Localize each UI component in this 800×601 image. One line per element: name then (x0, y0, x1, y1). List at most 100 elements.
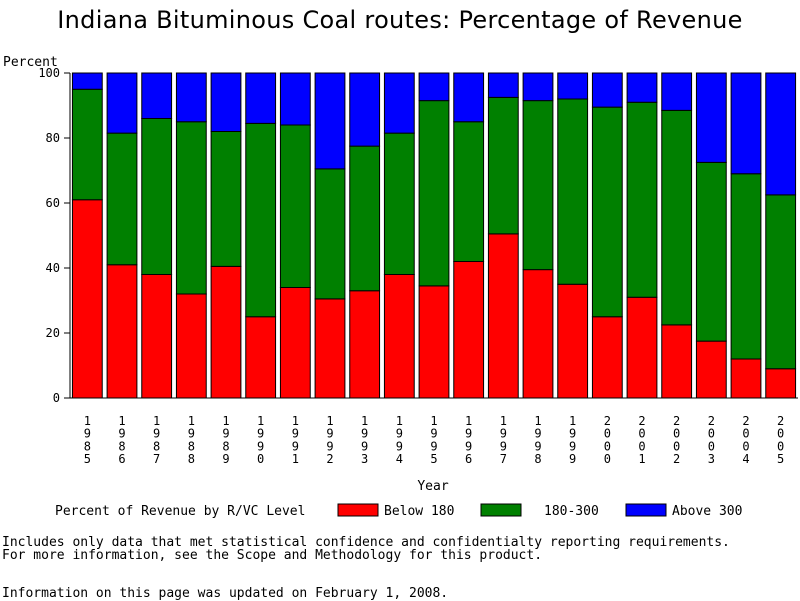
bar-1988-above-300 (175, 72, 207, 123)
svg-text:0: 0 (673, 427, 680, 441)
legend: Percent of Revenue by R/VC Level Below 1… (55, 503, 742, 519)
bar-1988-below-180 (175, 293, 207, 399)
svg-text:9: 9 (500, 427, 507, 441)
bar-2000-180-300 (591, 106, 623, 318)
svg-text:0: 0 (604, 452, 611, 466)
bar-2003-180-300 (695, 161, 727, 342)
svg-text:5: 5 (84, 452, 91, 466)
bar-1996-below-180 (453, 261, 485, 399)
svg-text:1: 1 (569, 414, 576, 428)
svg-text:5: 5 (430, 452, 437, 466)
legend-label: Below 180 (384, 504, 454, 519)
svg-text:0: 0 (257, 452, 264, 466)
svg-text:6: 6 (118, 452, 125, 466)
svg-text:2: 2 (777, 414, 784, 428)
bar-1994-180-300 (383, 132, 415, 275)
bar-1990-below-180 (245, 316, 277, 399)
bar-1998-180-300 (522, 100, 554, 271)
bar-1986-above-300 (106, 72, 138, 134)
bar-1986-180-300 (106, 132, 138, 266)
bar-1989-180-300 (210, 131, 242, 267)
bar-1996-180-300 (453, 121, 485, 262)
svg-text:4: 4 (396, 452, 403, 466)
svg-text:7: 7 (153, 452, 160, 466)
bar-2001-below-180 (626, 296, 658, 399)
bar-2005-below-180 (765, 368, 797, 399)
footnote-line-1: Includes only data that met statistical … (2, 535, 730, 550)
bar-2005-above-300 (765, 72, 797, 196)
svg-text:0: 0 (673, 439, 680, 453)
legend-label: 180-300 (544, 504, 599, 519)
bar-1997-below-180 (487, 233, 519, 399)
svg-text:0: 0 (708, 427, 715, 441)
svg-text:8: 8 (188, 439, 195, 453)
svg-text:0: 0 (742, 427, 749, 441)
svg-text:2: 2 (708, 414, 715, 428)
svg-text:3: 3 (708, 452, 715, 466)
svg-text:8: 8 (188, 452, 195, 466)
bar-2003-above-300 (695, 72, 727, 163)
svg-text:1: 1 (430, 414, 437, 428)
svg-text:0: 0 (777, 427, 784, 441)
bar-2001-above-300 (626, 72, 658, 103)
svg-text:9: 9 (569, 439, 576, 453)
svg-text:1: 1 (222, 414, 229, 428)
svg-text:9: 9 (188, 427, 195, 441)
y-axis-label: Percent (3, 55, 58, 70)
bar-2002-180-300 (661, 109, 693, 326)
bar-1994-below-180 (383, 274, 415, 399)
bar-1991-180-300 (279, 124, 311, 288)
bar-1987-below-180 (141, 274, 173, 399)
bar-1998-below-180 (522, 269, 554, 399)
x-axis-label: Year (417, 479, 448, 494)
bar-2004-180-300 (730, 173, 762, 360)
svg-text:9: 9 (326, 439, 333, 453)
svg-text:9: 9 (465, 427, 472, 441)
svg-text:0: 0 (638, 427, 645, 441)
bar-1999-above-300 (557, 72, 589, 100)
bar-1999-below-180 (557, 283, 589, 399)
svg-text:8: 8 (153, 439, 160, 453)
svg-text:8: 8 (534, 452, 541, 466)
svg-text:1: 1 (257, 414, 264, 428)
y-tick-label: 20 (46, 326, 60, 340)
legend-title: Percent of Revenue by R/VC Level (55, 504, 305, 519)
bar-1985-below-180 (71, 199, 103, 399)
svg-text:9: 9 (84, 427, 91, 441)
svg-text:1: 1 (534, 414, 541, 428)
svg-text:1: 1 (326, 414, 333, 428)
bar-1990-180-300 (245, 122, 277, 318)
svg-text:1: 1 (465, 414, 472, 428)
bar-1996-above-300 (453, 72, 485, 123)
bar-2005-180-300 (765, 194, 797, 370)
svg-text:1: 1 (292, 414, 299, 428)
svg-text:1: 1 (396, 414, 403, 428)
svg-text:1: 1 (500, 414, 507, 428)
bar-1988-180-300 (175, 121, 207, 295)
legend-swatch-below-180 (337, 503, 379, 517)
bar-2000-below-180 (591, 316, 623, 399)
svg-text:2: 2 (604, 414, 611, 428)
svg-text:2: 2 (638, 414, 645, 428)
svg-text:2: 2 (742, 414, 749, 428)
svg-text:0: 0 (604, 439, 611, 453)
y-tick-label: 100 (38, 66, 60, 80)
bar-2004-above-300 (730, 72, 762, 175)
bar-1985-180-300 (71, 88, 103, 201)
svg-text:9: 9 (153, 427, 160, 441)
svg-text:9: 9 (361, 439, 368, 453)
bar-1989-above-300 (210, 72, 242, 132)
svg-text:0: 0 (777, 439, 784, 453)
